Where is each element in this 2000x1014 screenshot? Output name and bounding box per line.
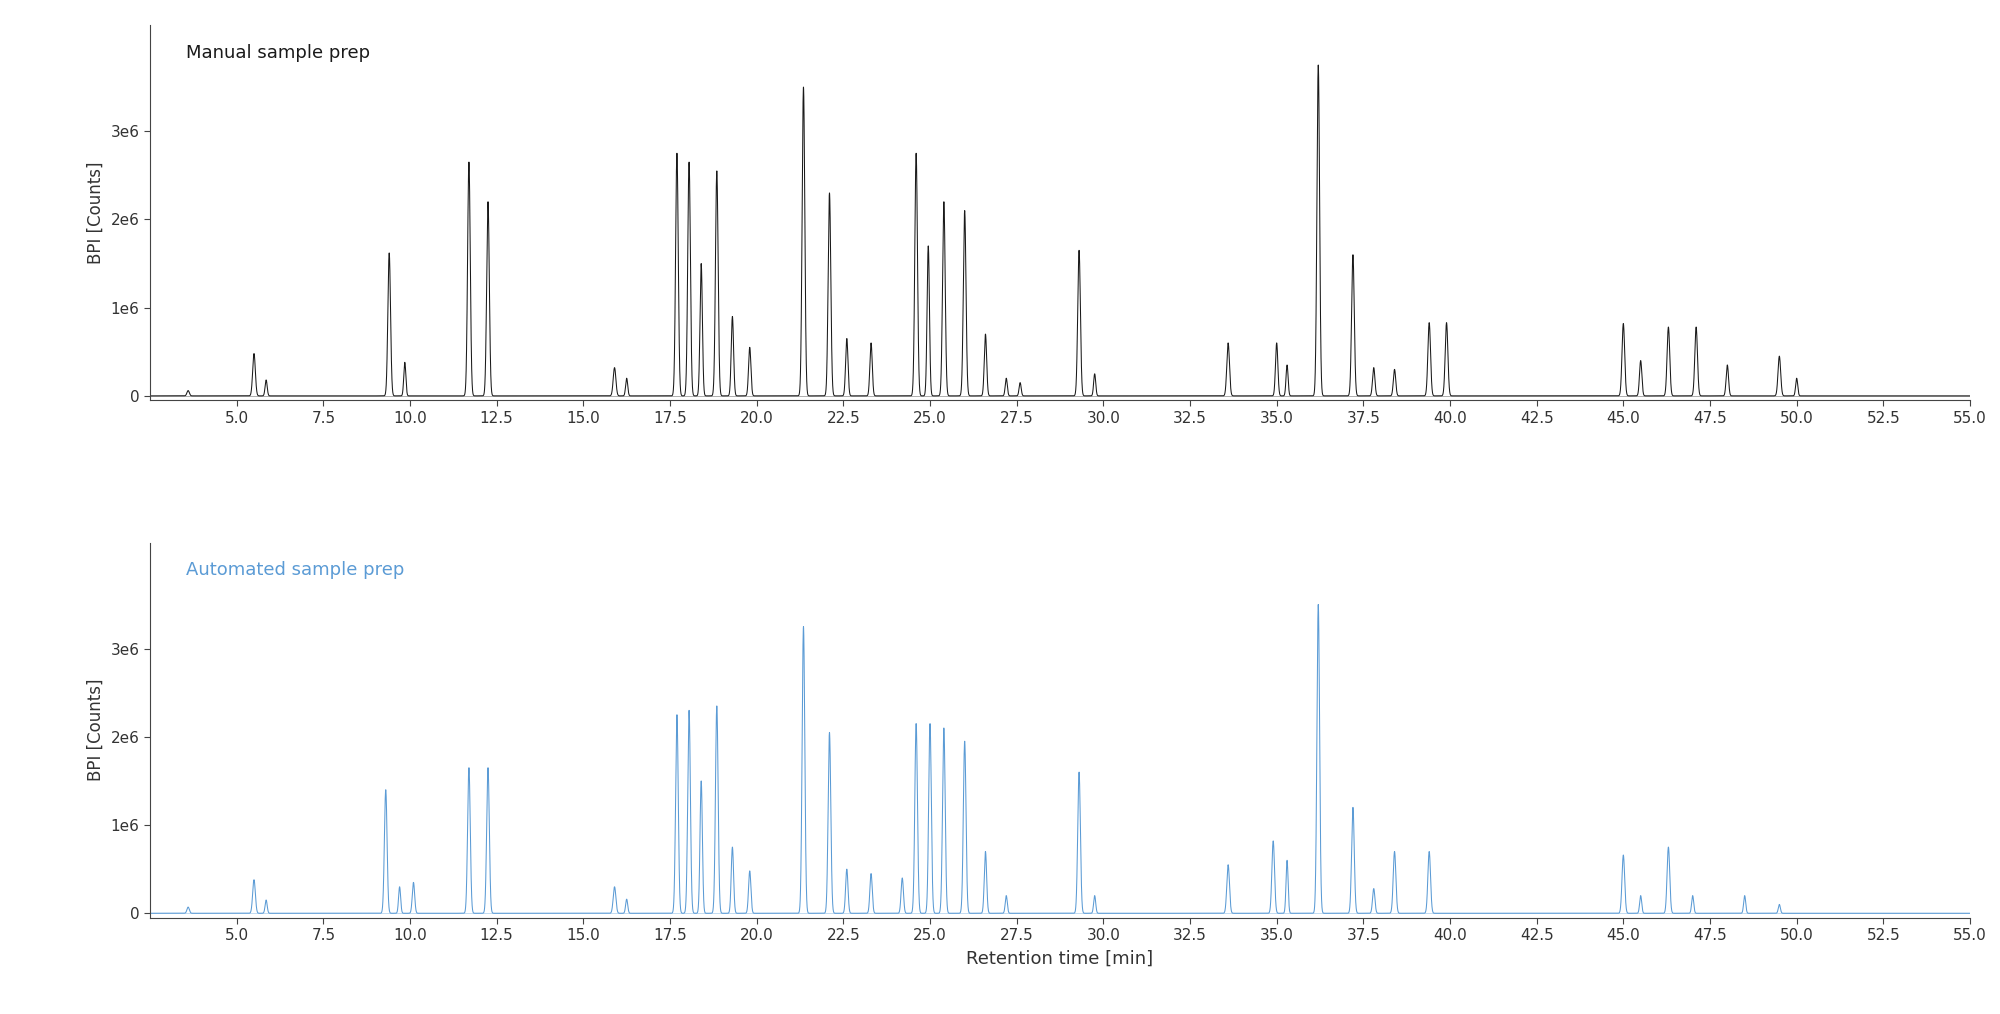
Y-axis label: BPI [Counts]: BPI [Counts]: [88, 679, 106, 782]
Text: Automated sample prep: Automated sample prep: [186, 562, 404, 579]
Y-axis label: BPI [Counts]: BPI [Counts]: [88, 161, 106, 264]
Text: Manual sample prep: Manual sample prep: [186, 44, 370, 62]
X-axis label: Retention time [min]: Retention time [min]: [966, 950, 1154, 968]
